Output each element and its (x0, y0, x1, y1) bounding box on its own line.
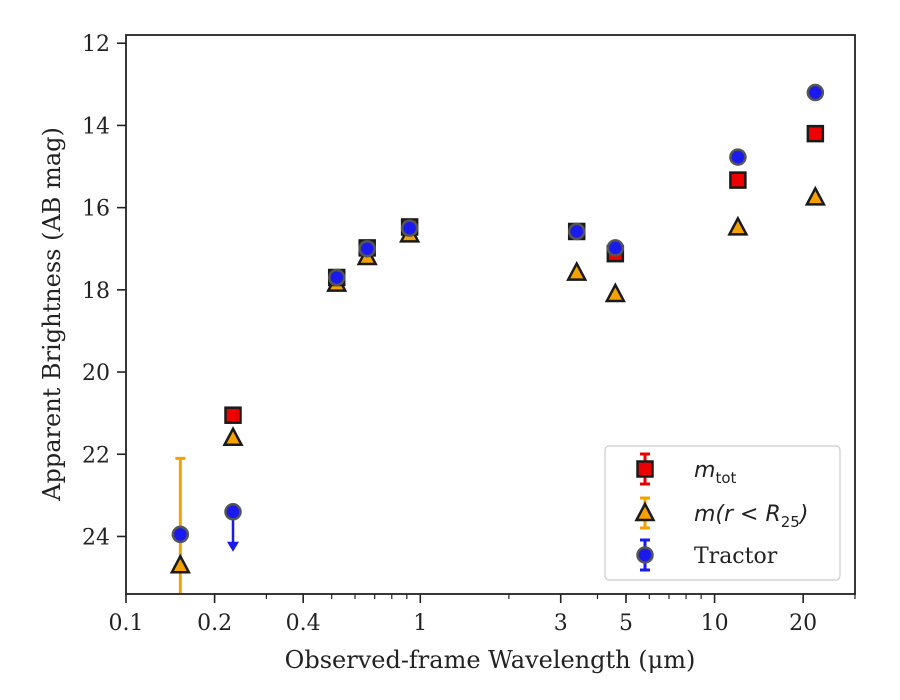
tractor-point (327, 268, 346, 287)
x-tick-label: 3 (554, 611, 568, 636)
legend-marker-mtot (636, 460, 654, 478)
legend-item-mtot: mtot (636, 452, 736, 487)
y-axis-label: Apparent Brightness (AB mag) (38, 127, 66, 502)
legend-label-mtot: mtot (694, 458, 736, 487)
legend: mtot m(r < R25) Tractor (604, 445, 841, 581)
mr25-point (566, 260, 588, 281)
legend-label-subscript: tot (715, 469, 736, 487)
tractor-point (606, 239, 625, 257)
y-tick-label: 12 (82, 32, 110, 57)
y-tick-label: 22 (82, 443, 110, 468)
mr25-point (169, 553, 191, 574)
legend-marker-tractor (636, 546, 654, 564)
legend-label-main: Tractor (694, 544, 778, 569)
tractor-point (171, 525, 190, 544)
legend-label-subscript: 25 (781, 513, 800, 531)
tractor-point (224, 503, 242, 521)
mr25-point (222, 426, 244, 447)
x-tick-label: 0.2 (197, 611, 232, 636)
legend-label-tractor: Tractor (694, 544, 778, 569)
ticks-layer: 0.1 0.2 0.4 1 3 5 10 20 12 14 16 18 20 22 24 (82, 32, 856, 636)
tractor-point (567, 222, 586, 241)
tractor-point (729, 148, 747, 166)
x-tick-label: 1 (413, 611, 427, 636)
tractor-limit-arrow-head (227, 541, 240, 552)
y-tick-label: 14 (82, 114, 110, 139)
legend-label-tail: ) (798, 502, 809, 527)
legend-marker-mr25 (634, 501, 656, 522)
x-tick-label: 10 (701, 611, 729, 636)
y-tick-label: 16 (82, 197, 110, 222)
mtot-point (729, 171, 747, 189)
legend-label-mr25: m(r < R25) (694, 502, 808, 531)
y-tick-label: 18 (82, 279, 110, 304)
x-tick-label: 0.4 (286, 611, 321, 636)
legend-label-main: m(r < R (694, 502, 781, 527)
plot-frame (125, 34, 856, 595)
legend-item-mr25: m(r < R25) (634, 496, 808, 531)
mr25-point (727, 215, 749, 236)
tractor-point (806, 83, 825, 102)
x-axis-label: Observed-frame Wavelength (μm) (285, 646, 696, 674)
x-tick-label: 5 (619, 611, 633, 636)
y-tick-label: 20 (82, 361, 110, 386)
legend-item-tractor: Tractor (636, 538, 778, 572)
legend-label-main: m (694, 458, 715, 483)
series-layer (169, 83, 826, 594)
mtot-point (224, 406, 242, 424)
legend-frame (604, 445, 841, 581)
x-tick-label: 0.1 (109, 611, 144, 636)
x-tick-label: 20 (789, 611, 817, 636)
tractor-point (358, 239, 376, 258)
mtot-point (806, 124, 825, 143)
mr25-point (604, 282, 626, 303)
tractor-point (400, 219, 419, 237)
mr25-point (804, 185, 826, 206)
y-tick-label: 24 (82, 525, 110, 550)
